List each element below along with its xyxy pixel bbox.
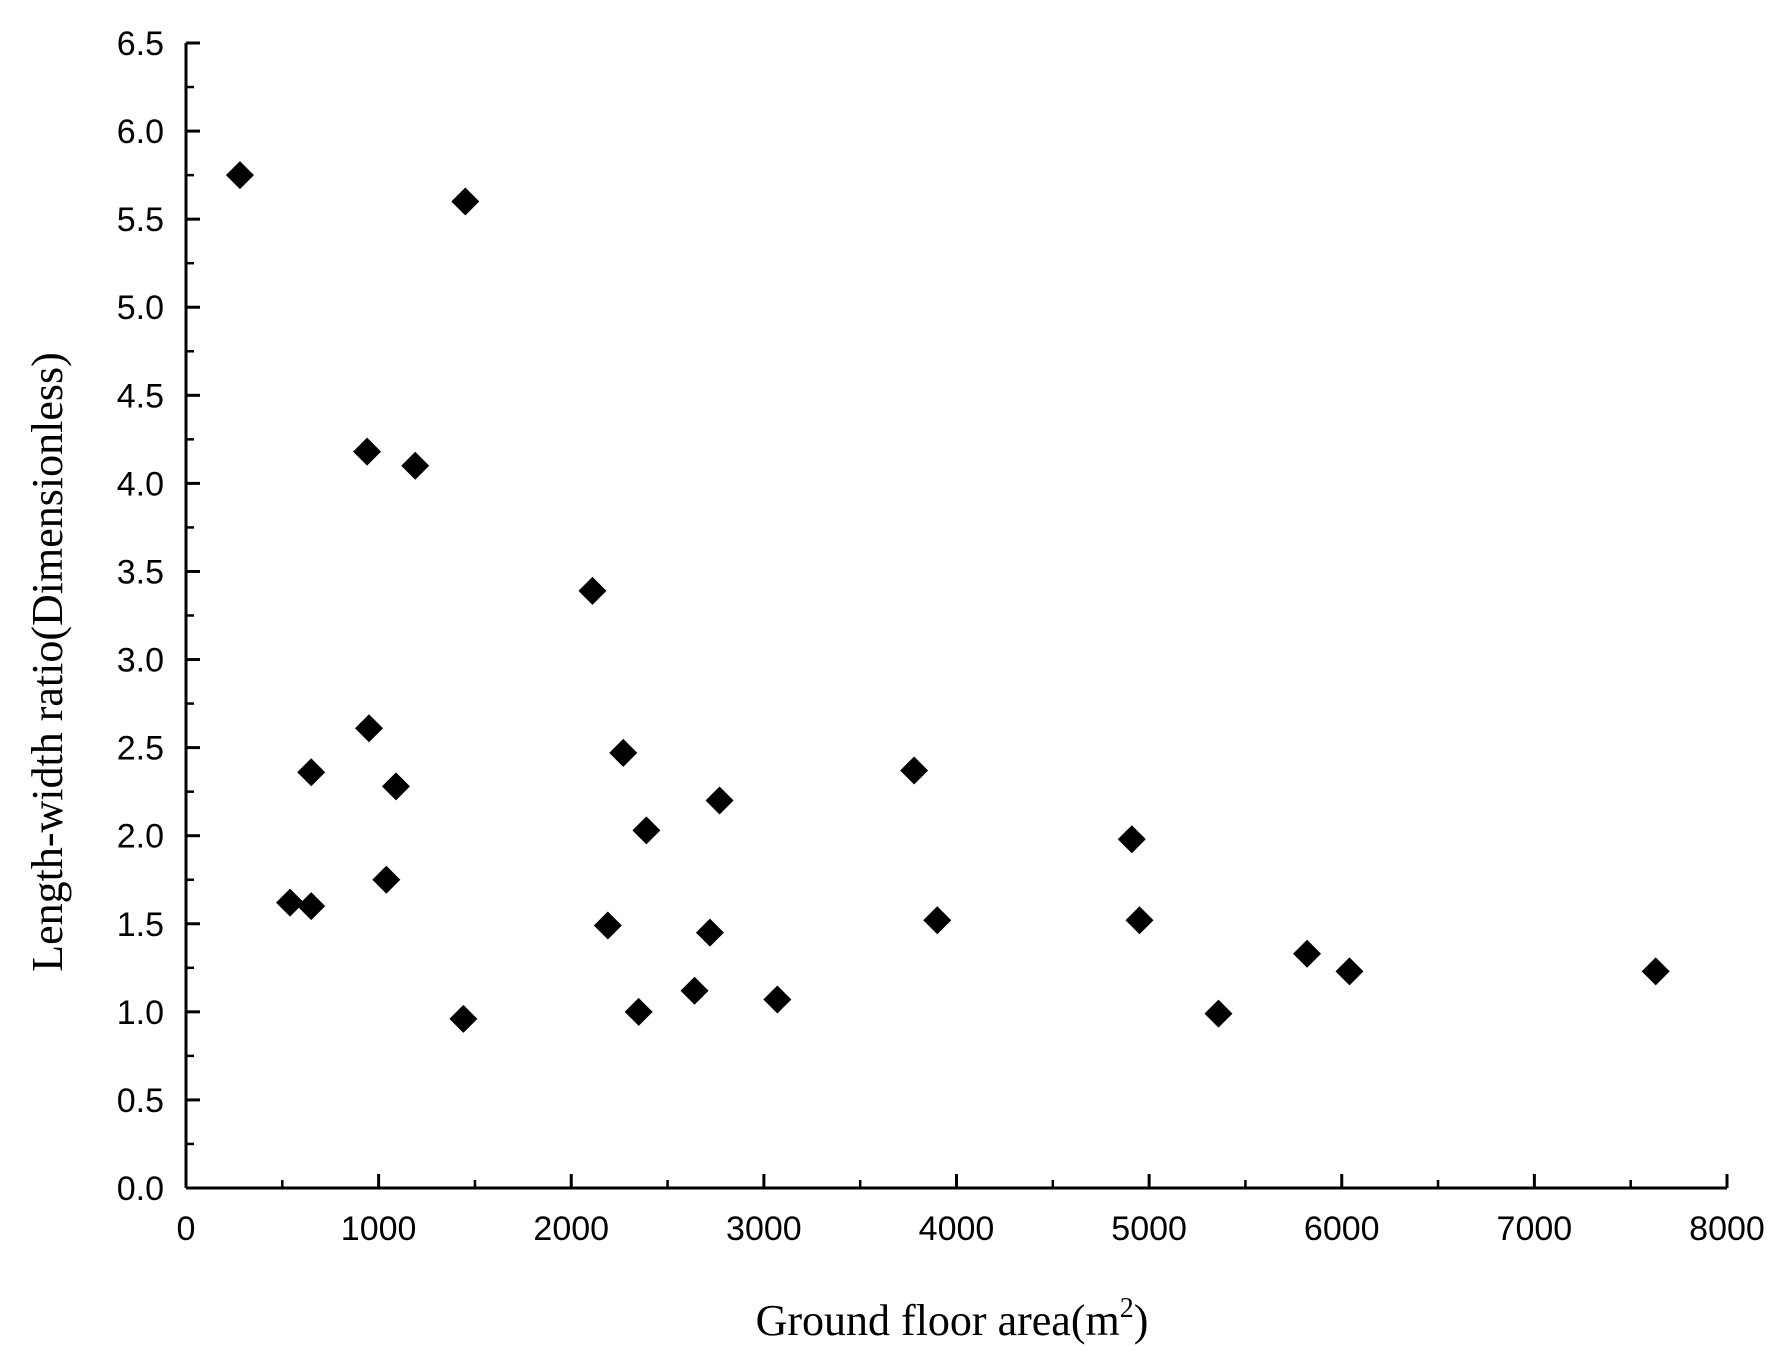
data-point [225, 161, 254, 190]
data-point [695, 918, 724, 947]
y-tick-label: 5.0 [117, 289, 164, 327]
data-point [593, 911, 622, 940]
data-point [1125, 906, 1154, 935]
y-tick-label: 6.5 [117, 25, 164, 63]
plot-area [184, 43, 1727, 1190]
data-point [372, 865, 401, 894]
data-point [763, 985, 792, 1014]
data-point [705, 786, 734, 815]
data-point [451, 187, 480, 216]
x-tick-label: 8000 [1689, 1210, 1765, 1248]
x-tick-label: 2000 [533, 1210, 609, 1248]
y-tick-label: 6.0 [117, 113, 164, 151]
data-point [354, 714, 383, 743]
data-point [381, 772, 410, 801]
data-point [1641, 957, 1670, 986]
data-point [680, 976, 709, 1005]
x-tick-label: 6000 [1304, 1210, 1380, 1248]
data-point [297, 892, 326, 921]
data-point [1204, 999, 1233, 1028]
data-point [297, 758, 326, 787]
data-point [449, 1004, 478, 1033]
x-axis-title-superscript: 2 [1120, 1293, 1134, 1324]
y-tick-label: 3.5 [117, 553, 164, 591]
y-tick-label: 2.0 [117, 818, 164, 856]
y-axis-title: Length-width ratio(Dimensionless) [23, 352, 72, 972]
x-axis: 0 1000 2000 3000 4000 5000 6000 7000 8000 [177, 1174, 1765, 1248]
data-point [1335, 957, 1364, 986]
x-tick-label: 7000 [1497, 1210, 1573, 1248]
x-tick-label: 3000 [726, 1210, 802, 1248]
x-tick-label: 5000 [1111, 1210, 1187, 1248]
x-tick-label: 0 [177, 1210, 196, 1248]
x-axis-title: Ground floor area(m2) [756, 1293, 1149, 1345]
x-axis-title-text: Ground floor area(m [756, 1296, 1120, 1345]
y-tick-label: 5.5 [117, 201, 164, 239]
data-point [353, 437, 382, 466]
data-point [632, 816, 661, 845]
x-tick-label: 4000 [919, 1210, 995, 1248]
y-tick-label: 2.5 [117, 730, 164, 768]
y-axis: 0.0 0.5 1.0 1.5 2.0 2.5 3.0 3.5 4.0 4.5 5.0 5.5 6.0 6… [117, 25, 200, 1208]
y-tick-label: 4.0 [117, 465, 164, 503]
y-tick-label: 3.0 [117, 642, 164, 680]
data-point [578, 576, 607, 605]
y-tick-label: 0.0 [117, 1170, 164, 1208]
data-point [1117, 825, 1146, 854]
y-tick-label: 1.5 [117, 906, 164, 944]
data-point [1293, 939, 1322, 968]
data-point [624, 997, 653, 1026]
data-point [900, 756, 929, 785]
data-point [609, 738, 638, 767]
x-tick-label: 1000 [341, 1210, 417, 1248]
x-axis-title-suffix: ) [1134, 1296, 1149, 1345]
data-point [276, 888, 305, 917]
data-point [923, 906, 952, 935]
y-tick-label: 4.5 [117, 377, 164, 415]
y-tick-label: 0.5 [117, 1082, 164, 1120]
data-points [225, 161, 1670, 1033]
data-point [401, 451, 430, 480]
y-tick-label: 1.0 [117, 994, 164, 1032]
